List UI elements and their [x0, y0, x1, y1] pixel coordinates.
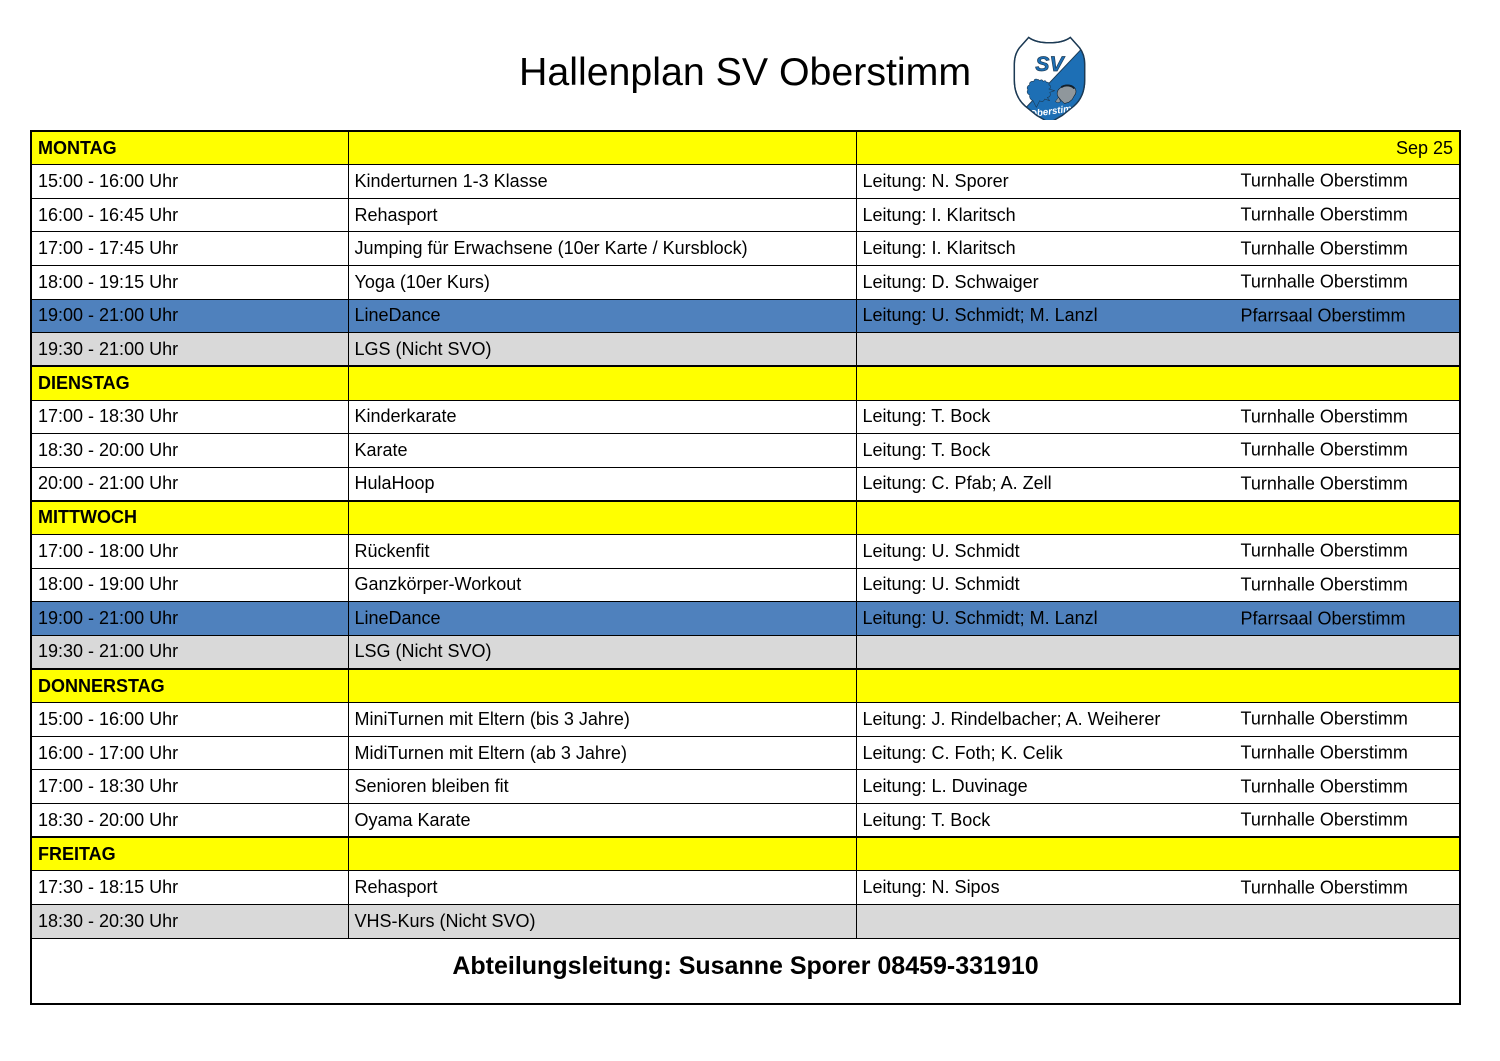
svg-text:SV: SV: [1035, 52, 1065, 76]
